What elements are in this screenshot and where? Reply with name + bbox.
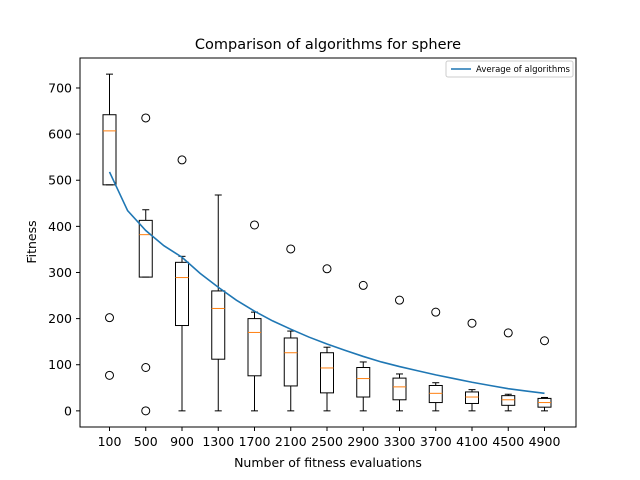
outlier-point [141,113,151,123]
axes-frame [79,57,577,428]
outlier-point [250,220,259,230]
box [501,395,516,406]
outlier-point [105,370,114,380]
outlier-point [431,307,441,317]
y-tick-label: 0 [64,403,72,418]
y-tick-label: 300 [48,265,72,280]
chart-title: Comparison of algorithms for sphere [195,37,461,53]
x-tick-label: 1700 [239,434,271,449]
boxplot-2900 [356,280,371,412]
box [102,114,117,186]
box [247,318,262,377]
outlier-point [395,295,404,305]
x-tick-label: 500 [134,434,158,449]
boxplot-4900 [537,336,552,412]
x-tick-label: 100 [98,434,122,449]
box [428,384,443,404]
boxplot-1700 [247,220,262,412]
outlier-point [467,318,477,328]
boxplot-4100 [465,318,479,412]
legend: Average of algorithms [445,60,574,78]
y-tick-label: 500 [48,173,72,188]
y-axis: 0 100 200 300 400 500 600 700 [48,80,80,418]
outlier-point [503,328,513,338]
x-tick-label: 3300 [384,434,416,449]
boxplot-1300 [211,194,226,412]
boxplot-3300 [392,295,407,412]
boxplot-2500 [320,264,334,412]
legend-label: Average of algorithms [476,65,571,75]
boxplot-500 [138,113,153,416]
boxplot-3700 [428,307,443,412]
outlier-point [322,264,332,274]
outlier-point [105,313,114,323]
box [283,337,298,387]
x-tick-label: 3700 [420,434,452,449]
y-axis-label: Fitness [24,220,39,263]
box [320,352,334,394]
x-axis: 100 500 900 1300 1700 2100 2500 2900 3300 3700 410… [98,427,561,449]
box [138,219,153,278]
legend-box [445,60,574,78]
x-tick-label: 1300 [202,434,234,449]
outlier-point [141,362,151,372]
outlier-point [141,406,151,416]
y-tick-label: 100 [48,357,72,372]
outlier-point [540,336,549,346]
boxplot-2100 [283,244,298,412]
y-tick-label: 200 [48,311,72,326]
box [356,366,371,398]
x-tick-label: 4100 [456,434,488,449]
boxplot-900 [175,155,189,412]
x-tick-label: 900 [170,434,194,449]
box [175,261,189,327]
y-tick-label: 600 [48,127,72,142]
x-tick-label: 2100 [275,434,307,449]
outlier-point [286,244,296,254]
x-tick-label: 4500 [492,434,524,449]
average-line [108,171,545,395]
outlier-point [358,280,368,290]
plot-area [102,73,552,416]
y-tick-label: 700 [48,80,72,95]
boxplot-4500 [501,328,516,412]
y-tick-label: 400 [48,219,72,234]
boxplot-100 [102,73,117,380]
box [211,290,226,360]
box [392,377,407,401]
x-tick-label: 4900 [529,434,561,449]
x-tick-label: 2900 [347,434,379,449]
outlier-point [177,155,187,165]
box [465,391,479,404]
x-tick-label: 2500 [311,434,343,449]
x-axis-label: Number of fitness evaluations [234,455,422,470]
